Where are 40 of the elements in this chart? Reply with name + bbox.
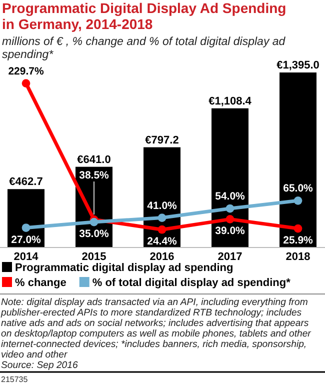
point	[158, 214, 166, 222]
legend-label: % of total digital display ad spending*	[92, 277, 292, 289]
data-label: 65.0%	[283, 182, 314, 195]
bar	[8, 189, 44, 247]
point	[226, 204, 234, 213]
data-label: 54.0%	[215, 190, 246, 203]
legend-label: Programmatic digital display ad spending	[15, 262, 234, 274]
point	[294, 196, 302, 205]
x-tick-label: 2018	[286, 250, 310, 263]
text: Note: digital display ads transacted via an API, including everything from publisher-erected APIs to more standardized RTB technology; includes native ads and ads on social networks; includes advertising that appears on desktop/laptop computers as well as mobile phones, tablets and other internet-connected devices; *includes banners, rich media, sponsorship, video and other	[0, 297, 312, 360]
data-label: 25.9%	[283, 234, 314, 247]
source-note: Source: Sep 2016	[1, 360, 78, 371]
data-label: 229.7%	[8, 65, 44, 78]
point	[22, 224, 30, 232]
data-label: 38.5%	[79, 170, 110, 182]
data-label: 24.4%	[147, 236, 178, 248]
text: 215735	[1, 375, 28, 384]
point	[158, 225, 166, 234]
data-label: €1,395.0	[276, 59, 320, 72]
x-tick-label: 2017	[218, 250, 242, 263]
point	[226, 215, 234, 224]
x-tick-label: 2016	[150, 250, 174, 263]
data-label: 35.0%	[79, 228, 110, 240]
legend-label: % change	[15, 277, 66, 289]
data-label: 39.0%	[215, 225, 246, 238]
data-label: €1,108.4	[208, 95, 252, 108]
point	[294, 224, 302, 233]
x-tick-label: 2015	[82, 250, 106, 263]
data-label: €641.0	[77, 154, 111, 166]
point	[22, 79, 30, 88]
data-label: €797.2	[145, 134, 179, 146]
chart-subtitle: millions of € , % change and % of total digital display ad spending*	[2, 36, 286, 61]
point	[90, 218, 98, 226]
bar	[212, 108, 248, 247]
data-label: €462.7	[9, 176, 43, 188]
bar	[280, 72, 316, 247]
data-label: 27.0%	[11, 234, 42, 246]
data-label: 41.0%	[147, 200, 178, 212]
chart-title: Programmatic Digital Display Ad Spending in Germany, 2014-2018	[2, 0, 286, 32]
x-tick-label: 2014	[14, 250, 40, 263]
